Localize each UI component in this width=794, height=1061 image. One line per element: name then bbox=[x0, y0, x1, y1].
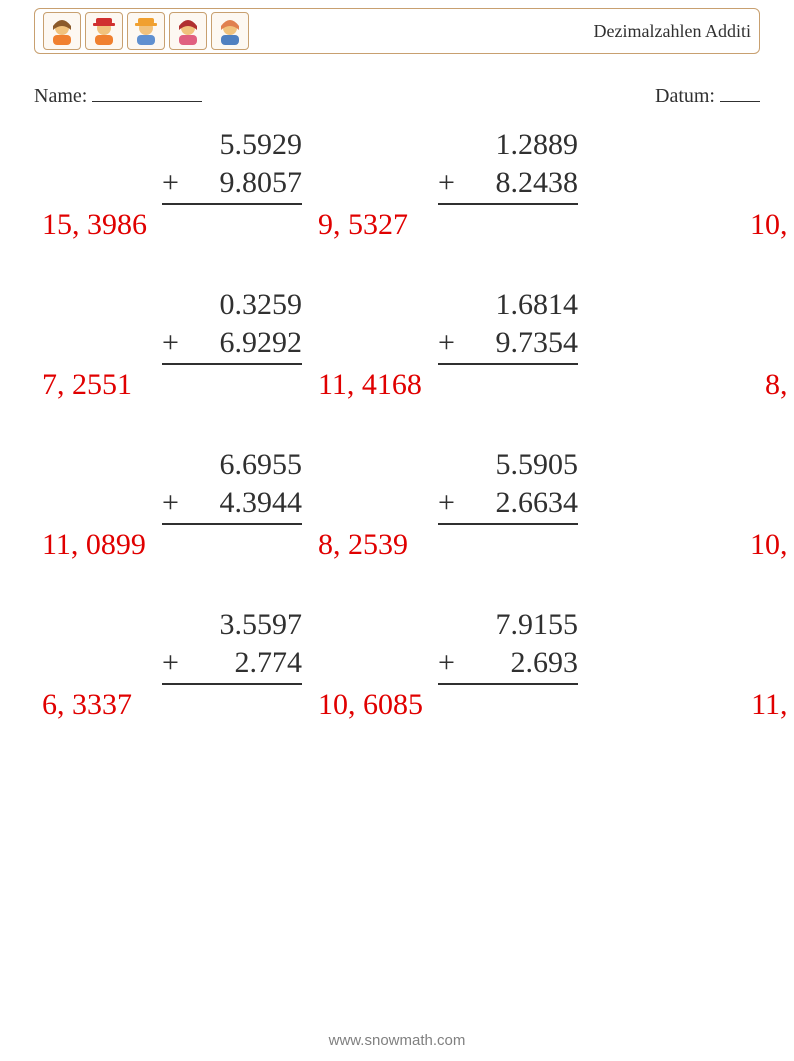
avatar-4 bbox=[169, 12, 207, 50]
problem-5: 1.6814 + 9.7354 11, 4168 bbox=[328, 286, 578, 446]
answer: 11, 4168 bbox=[318, 366, 422, 404]
plus-sign: + bbox=[162, 644, 182, 682]
answer: 10, 7 bbox=[750, 526, 794, 564]
operand-2-row: + 8.2438 bbox=[438, 164, 578, 206]
avatar-5 bbox=[211, 12, 249, 50]
operand-2: 8.2438 bbox=[458, 164, 578, 202]
date-label: Datum: bbox=[655, 85, 715, 107]
problem-stack: 5.5905 + 2.6634 bbox=[438, 446, 578, 525]
operand-1: 1.6814 bbox=[438, 286, 578, 324]
operand-2: 9.8057 bbox=[182, 164, 302, 202]
avatar-3 bbox=[127, 12, 165, 50]
problem-4: 0.3259 + 6.9292 7, 2551 bbox=[52, 286, 302, 446]
operand-2: 2.774 bbox=[182, 644, 302, 682]
operand-2: 2.6634 bbox=[458, 484, 578, 522]
plus-sign: + bbox=[162, 484, 182, 522]
operand-1: 5.5905 bbox=[438, 446, 578, 484]
answer: 11, 0899 bbox=[42, 526, 146, 564]
avatar-1 bbox=[43, 12, 81, 50]
date-field: Datum: bbox=[655, 80, 760, 108]
plus-sign: + bbox=[438, 484, 458, 522]
plus-sign: + bbox=[438, 324, 458, 362]
problem-3: 10, 8 bbox=[604, 126, 776, 286]
plus-sign: + bbox=[438, 164, 458, 202]
answer: 11, 4 bbox=[751, 686, 794, 724]
operand-2: 4.3944 bbox=[182, 484, 302, 522]
operand-1: 0.3259 bbox=[162, 286, 302, 324]
problem-1: 5.5929 + 9.8057 15, 3986 bbox=[52, 126, 302, 286]
name-blank bbox=[92, 80, 202, 102]
problem-stack: 3.5597 + 2.774 bbox=[162, 606, 302, 685]
problem-stack: 7.9155 + 2.693 bbox=[438, 606, 578, 685]
operand-1: 1.2889 bbox=[438, 126, 578, 164]
name-label: Name: bbox=[34, 85, 87, 107]
operand-2-row: + 2.693 bbox=[438, 644, 578, 686]
problem-2: 1.2889 + 8.2438 9, 5327 bbox=[328, 126, 578, 286]
problem-11: 7.9155 + 2.693 10, 6085 bbox=[328, 606, 578, 766]
plus-sign: + bbox=[438, 644, 458, 682]
operand-2: 9.7354 bbox=[458, 324, 578, 362]
problem-9: 10, 7 bbox=[604, 446, 776, 606]
worksheet-title: Dezimalzahlen Additi bbox=[594, 21, 751, 42]
answer: 7, 2551 bbox=[42, 366, 132, 404]
answer: 10, 6085 bbox=[318, 686, 423, 724]
problems-grid: 5.5929 + 9.8057 15, 3986 1.2889 + 8.2438… bbox=[0, 126, 794, 766]
problem-8: 5.5905 + 2.6634 8, 2539 bbox=[328, 446, 578, 606]
operand-1: 5.5929 bbox=[162, 126, 302, 164]
answer: 6, 3337 bbox=[42, 686, 132, 724]
problem-stack: 1.6814 + 9.7354 bbox=[438, 286, 578, 365]
avatar-2 bbox=[85, 12, 123, 50]
problem-7: 6.6955 + 4.3944 11, 0899 bbox=[52, 446, 302, 606]
operand-1: 6.6955 bbox=[162, 446, 302, 484]
name-field: Name: bbox=[34, 80, 202, 108]
date-blank bbox=[720, 80, 760, 102]
answer: 8, 3 bbox=[765, 366, 794, 404]
operand-2-row: + 2.774 bbox=[162, 644, 302, 686]
problem-stack: 6.6955 + 4.3944 bbox=[162, 446, 302, 525]
answer: 10, 8 bbox=[750, 206, 794, 244]
footer-url: www.snowmath.com bbox=[0, 1032, 794, 1049]
problem-6: 8, 3 bbox=[604, 286, 776, 446]
avatar-row bbox=[43, 12, 249, 50]
problem-12: 11, 4 bbox=[604, 606, 776, 766]
operand-1: 3.5597 bbox=[162, 606, 302, 644]
problem-stack: 0.3259 + 6.9292 bbox=[162, 286, 302, 365]
answer: 8, 2539 bbox=[318, 526, 408, 564]
operand-2-row: + 9.8057 bbox=[162, 164, 302, 206]
problem-stack: 1.2889 + 8.2438 bbox=[438, 126, 578, 205]
worksheet-header: Dezimalzahlen Additi bbox=[34, 8, 760, 54]
answer: 9, 5327 bbox=[318, 206, 408, 244]
answer: 15, 3986 bbox=[42, 206, 147, 244]
operand-2-row: + 2.6634 bbox=[438, 484, 578, 526]
operand-2: 6.9292 bbox=[182, 324, 302, 362]
operand-1: 7.9155 bbox=[438, 606, 578, 644]
name-date-row: Name: Datum: bbox=[34, 80, 760, 108]
problem-stack: 5.5929 + 9.8057 bbox=[162, 126, 302, 205]
problem-10: 3.5597 + 2.774 6, 3337 bbox=[52, 606, 302, 766]
operand-2-row: + 6.9292 bbox=[162, 324, 302, 366]
plus-sign: + bbox=[162, 324, 182, 362]
operand-2-row: + 4.3944 bbox=[162, 484, 302, 526]
operand-2-row: + 9.7354 bbox=[438, 324, 578, 366]
plus-sign: + bbox=[162, 164, 182, 202]
operand-2: 2.693 bbox=[458, 644, 578, 682]
